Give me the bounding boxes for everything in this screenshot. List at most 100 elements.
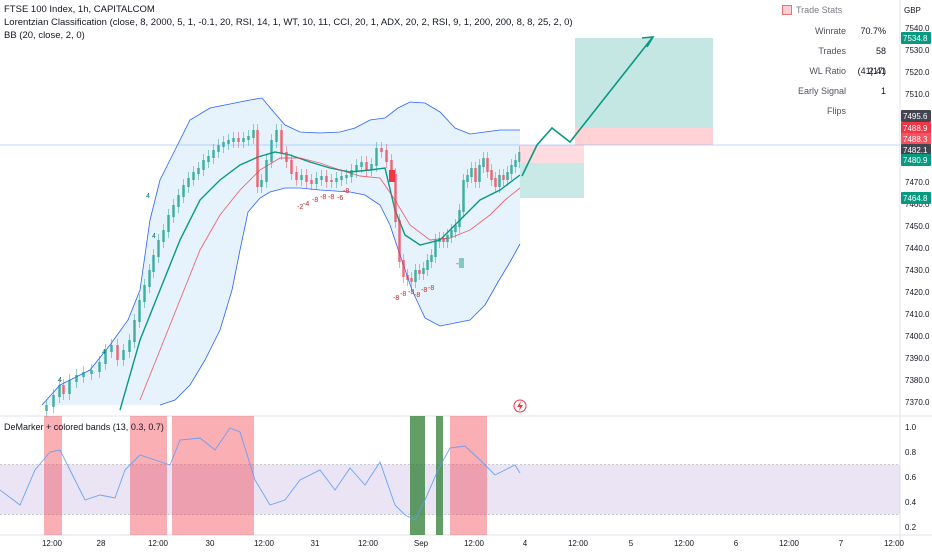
- candle: [110, 345, 113, 352]
- candle: [252, 130, 255, 138]
- stats-value: 58 (41|17): [857, 46, 886, 76]
- candle: [275, 130, 278, 142]
- candle: [227, 140, 230, 144]
- oscillator-tick-label: 0.2: [905, 523, 917, 532]
- short-stop-zone: [520, 145, 584, 163]
- candle: [466, 175, 469, 182]
- indicator-lorentzian-label[interactable]: Lorentzian Classification (close, 8, 200…: [4, 17, 573, 28]
- price-badge-bg: [901, 122, 931, 134]
- candle: [75, 375, 78, 382]
- price-badge-bg: [901, 133, 931, 145]
- candle: [187, 178, 190, 187]
- oscillator-tick-label: 0.8: [905, 448, 917, 457]
- candle: [490, 170, 493, 180]
- trade-stats-header: Trade Stats: [782, 5, 886, 15]
- time-tick-label: 5: [629, 539, 634, 548]
- negative-signal-label: -8: [312, 197, 318, 204]
- candle: [260, 180, 263, 187]
- candle: [310, 180, 313, 184]
- symbol-title[interactable]: FTSE 100 Index, 1h, CAPITALCOM: [4, 4, 155, 15]
- stats-label: Winrate: [814, 26, 846, 36]
- projection-arrowhead: [641, 36, 655, 48]
- time-tick-label: 12:00: [464, 539, 485, 548]
- lightning-icon-bolt: [517, 401, 523, 411]
- candle: [375, 148, 378, 166]
- candle: [385, 150, 388, 162]
- time-tick-label: 31: [311, 539, 320, 548]
- candle: [325, 176, 328, 182]
- candle: [256, 130, 259, 187]
- candle: [116, 345, 119, 360]
- negative-signal-label: -8: [393, 295, 399, 302]
- candle: [90, 370, 93, 374]
- time-tick-label: 12:00: [568, 539, 589, 548]
- overbought-zone: [450, 416, 487, 535]
- positive-signal-label: 4: [102, 349, 106, 356]
- candle: [207, 156, 210, 162]
- candle: [315, 178, 318, 184]
- time-tick-label: 12:00: [42, 539, 63, 548]
- candle: [380, 148, 383, 152]
- candle: [426, 260, 429, 270]
- negative-signal-label: -8: [414, 292, 420, 299]
- demarker-legend-label[interactable]: DeMarker + colored bands (13, 0.3, 0.7): [4, 422, 164, 432]
- positive-signal-label: 4: [58, 377, 62, 384]
- candle: [172, 205, 175, 217]
- candle: [157, 240, 160, 257]
- candle: [232, 138, 235, 142]
- negative-signal-label: -8: [343, 188, 349, 195]
- candle: [442, 238, 445, 242]
- candle: [62, 385, 65, 394]
- demarker-band-fill: [0, 464, 900, 515]
- indicator-bb-label[interactable]: BB (20, close, 2, 0): [4, 30, 85, 41]
- candle: [305, 175, 308, 182]
- stats-value: 1: [880, 86, 886, 96]
- negative-signal-label: -8: [328, 194, 334, 201]
- sell-signal-marker: [389, 170, 395, 182]
- time-tick-label: 12:00: [148, 539, 169, 548]
- overbought-zone: [130, 416, 167, 535]
- negative-signal-label: -6: [337, 195, 343, 202]
- overbought-zone: [44, 416, 62, 535]
- candle: [450, 230, 453, 237]
- candle: [197, 168, 200, 174]
- candle: [454, 225, 457, 232]
- candle: [482, 158, 485, 167]
- candle: [212, 150, 215, 158]
- currency-unit-label[interactable]: GBP: [904, 6, 921, 15]
- time-tick-label: 4: [523, 539, 528, 548]
- price-tick-label: 7430.0: [905, 266, 930, 275]
- candle: [398, 220, 401, 262]
- candle: [474, 168, 477, 182]
- kernel-estimate-line: [119, 151, 521, 411]
- price-badge: 7488.3: [901, 133, 931, 145]
- candles-layer: [45, 124, 521, 417]
- candle: [402, 260, 405, 277]
- price-tick-label: 7370.0: [905, 398, 930, 407]
- stats-label: Early Signal Flips: [797, 86, 846, 116]
- candle: [280, 130, 283, 154]
- price-tick-label: 7400.0: [905, 332, 930, 341]
- candle: [438, 238, 441, 242]
- negative-signal-label: -8: [320, 194, 326, 201]
- candle: [148, 270, 151, 287]
- price-tick-label: 7540.0: [905, 24, 930, 33]
- bollinger-band-fill: [42, 98, 520, 405]
- stats-row-trades: Trades 58 (41|17): [782, 41, 886, 76]
- candle: [162, 230, 165, 242]
- stats-value: 70.7%: [860, 26, 886, 36]
- price-badge-text: 7495.6: [903, 112, 928, 121]
- stats-row-wl-ratio: WL Ratio 2.41: [782, 61, 886, 81]
- trade-stats-title: Trade Stats: [796, 5, 843, 15]
- candle: [122, 350, 125, 360]
- candle: [202, 160, 205, 170]
- candle: [365, 162, 368, 170]
- candle: [143, 285, 146, 302]
- lightning-icon[interactable]: [513, 399, 527, 413]
- lightning-icon-circle: [513, 399, 527, 413]
- stats-color-icon: [782, 5, 792, 15]
- candle: [370, 164, 373, 170]
- candle: [406, 275, 409, 280]
